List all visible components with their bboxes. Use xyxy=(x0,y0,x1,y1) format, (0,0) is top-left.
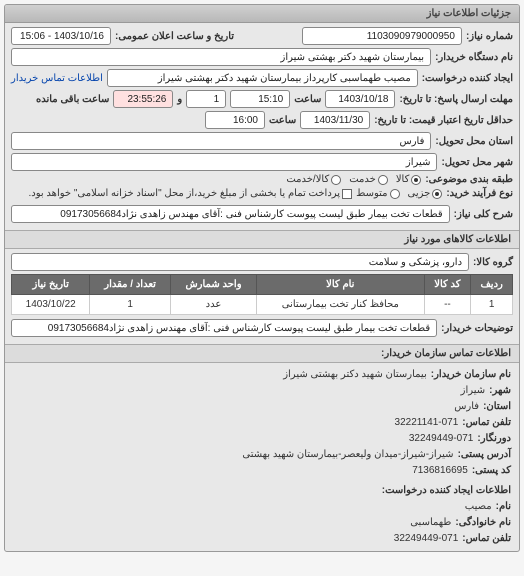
cell-qty: 1 xyxy=(90,295,171,315)
contact-province-value: فارس xyxy=(454,399,479,415)
creator-field: مصیب طهماسبی کارپرداز بیمارستان شهید دکت… xyxy=(107,69,418,87)
radio-service[interactable]: خدمت xyxy=(349,174,388,185)
group-field: دارو، پزشکی و سلامت xyxy=(11,253,469,271)
city-field: شیراز xyxy=(11,153,437,171)
radio-dot-icon xyxy=(378,175,388,185)
creator-header: اطلاعات ایجاد کننده درخواست: xyxy=(382,483,511,499)
need-number-label: شماره نیاز: xyxy=(466,31,513,42)
org-label: نام سازمان خریدار: xyxy=(431,367,511,383)
goods-table: ردیف کد کالا نام کالا واحد شمارش تعداد /… xyxy=(11,274,513,315)
name-label: نام: xyxy=(496,499,511,515)
time-label-1: ساعت xyxy=(294,94,321,105)
cell-row: 1 xyxy=(471,295,513,315)
public-datetime-label: تاریخ و ساعت اعلان عمومی: xyxy=(115,31,234,42)
table-header-row: ردیف کد کالا نام کالا واحد شمارش تعداد /… xyxy=(12,275,513,295)
main-fields-section: شماره نیاز: 1103090979000950 تاریخ و ساع… xyxy=(5,23,519,230)
need-number-field: 1103090979000950 xyxy=(302,27,462,45)
cell-unit: عدد xyxy=(170,295,256,315)
col-unit: واحد شمارش xyxy=(170,275,256,295)
radio-dot-icon xyxy=(411,175,421,185)
col-name: نام کالا xyxy=(257,275,424,295)
cell-date: 1403/10/22 xyxy=(12,295,90,315)
name-value: مصیب xyxy=(465,499,492,515)
postal-label: کد پستی: xyxy=(472,463,511,479)
radio-goods[interactable]: کالا xyxy=(396,174,422,185)
public-datetime-field: 1403/10/16 - 15:06 xyxy=(11,27,111,45)
radio-partial[interactable]: جزیی xyxy=(408,188,443,199)
table-row: 1 -- محافظ کنار تخت بیمارستانی عدد 1 140… xyxy=(12,295,513,315)
tel-label: تلفن تماس: xyxy=(462,531,511,547)
time-label-2: ساعت xyxy=(269,115,296,126)
buyer-notes-field: قطعات تخت بیمار طبق لیست پیوست کارشناس ف… xyxy=(11,319,437,337)
postal-value: 7136816695 xyxy=(412,463,468,479)
address-label: آدرس پستی: xyxy=(458,447,511,463)
need-details-panel: جزئیات اطلاعات نیاز شماره نیاز: 11030909… xyxy=(4,4,520,552)
group-label: گروه کالا: xyxy=(473,257,513,268)
category-label: طبقه بندی موضوعی: xyxy=(425,174,513,185)
radio-dot-icon xyxy=(331,175,341,185)
contact-city-value: شیراز xyxy=(461,383,486,399)
address-value: شیراز-شیراز-میدان ولیعصر-بیمارستان شهید … xyxy=(242,447,453,463)
buyer-contact-link[interactable]: اطلاعات تماس خریدار xyxy=(11,73,103,84)
remaining-label: ساعت باقی مانده xyxy=(36,94,109,105)
goods-section-header: اطلاعات کالاهای مورد نیاز xyxy=(5,230,519,249)
fax-value: 32249449-071 xyxy=(409,431,474,447)
cell-code: -- xyxy=(424,295,471,315)
city-label: شهر محل تحویل: xyxy=(441,157,513,168)
panel-title: جزئیات اطلاعات نیاز xyxy=(5,5,519,23)
contact-province-label: استان: xyxy=(483,399,511,415)
col-date: تاریخ نیاز xyxy=(12,275,90,295)
radio-dot-icon xyxy=(432,189,442,199)
phone-label: تلفن تماس: xyxy=(462,415,511,431)
contact-city-label: شهر: xyxy=(489,383,511,399)
buyer-device-label: نام دستگاه خریدار: xyxy=(435,52,513,63)
radio-dot-icon xyxy=(390,189,400,199)
cell-name: محافظ کنار تخت بیمارستانی xyxy=(257,295,424,315)
org-value: بیمارستان شهید دکتر بهشتی شیراز xyxy=(283,367,427,383)
family-label: نام خانوادگی: xyxy=(455,515,511,531)
contact-header: اطلاعات تماس سازمان خریدار: xyxy=(5,344,519,363)
general-desc-field: قطعات تخت بیمار طبق لیست پیوست کارشناس ف… xyxy=(11,205,450,223)
deadline-send-date: 1403/10/18 xyxy=(325,90,395,108)
buy-type-label: نوع فرآیند خرید: xyxy=(446,188,513,199)
validity-time: 16:00 xyxy=(205,111,265,129)
goods-section: گروه کالا: دارو، پزشکی و سلامت ردیف کد ک… xyxy=(5,249,519,344)
radio-goods-service[interactable]: کالا/خدمت xyxy=(286,174,341,185)
remaining-time: 23:55:26 xyxy=(113,90,173,108)
col-row: ردیف xyxy=(471,275,513,295)
col-qty: تعداد / مقدار xyxy=(90,275,171,295)
remaining-days: 1 xyxy=(186,90,226,108)
col-code: کد کالا xyxy=(424,275,471,295)
general-desc-label: شرح کلی نیاز: xyxy=(454,209,513,220)
tel-value: 32249449-071 xyxy=(394,531,459,547)
family-value: طهماسبی xyxy=(410,515,451,531)
province-label: استان محل تحویل: xyxy=(435,136,513,147)
deadline-send-label: مهلت ارسال پاسخ: تا تاریخ: xyxy=(399,94,513,105)
buy-type-radio-group: جزیی متوسط xyxy=(356,188,442,199)
checkbox-icon xyxy=(342,189,352,199)
phone-value: 32221141-071 xyxy=(395,415,459,431)
validity-label: حداقل تاریخ اعتبار قیمت: تا تاریخ: xyxy=(374,115,513,126)
and-label: و xyxy=(177,94,182,105)
validity-date: 1403/11/30 xyxy=(300,111,370,129)
buyer-device-field: بیمارستان شهید دکتر بهشتی شیراز xyxy=(11,48,431,66)
province-field: فارس xyxy=(11,132,431,150)
buyer-notes-label: توضیحات خریدار: xyxy=(441,323,513,334)
contact-section: نام سازمان خریدار:بیمارستان شهید دکتر به… xyxy=(5,363,519,551)
deadline-send-time: 15:10 xyxy=(230,90,290,108)
payment-checkbox[interactable]: پرداخت تمام یا بخشی از مبلغ خرید،از محل … xyxy=(28,188,352,199)
radio-medium[interactable]: متوسط xyxy=(356,188,399,199)
creator-label: ایجاد کننده درخواست: xyxy=(422,73,513,84)
category-radio-group: کالا خدمت کالا/خدمت xyxy=(286,174,421,185)
fax-label: دورنگار: xyxy=(477,431,511,447)
